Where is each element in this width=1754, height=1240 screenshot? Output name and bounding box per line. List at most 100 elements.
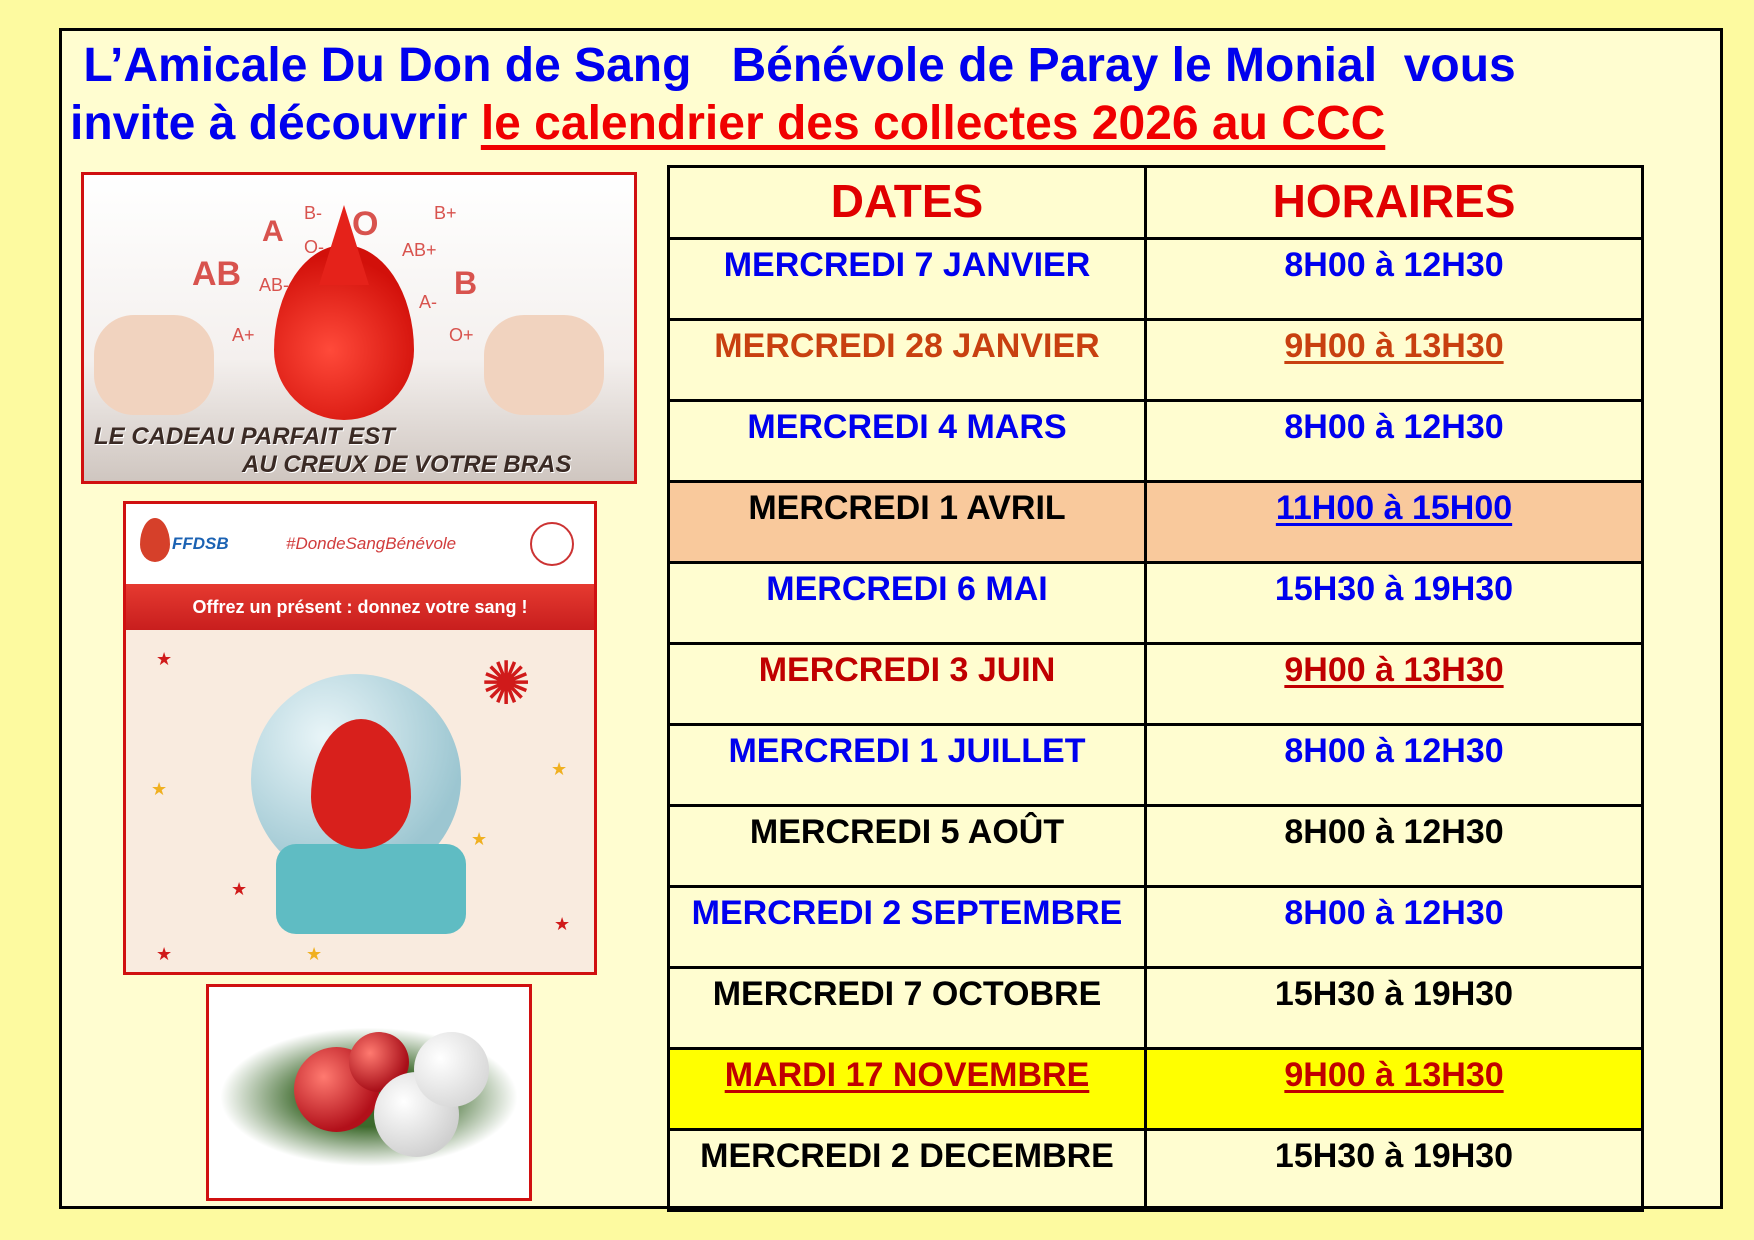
blood-group-label: O xyxy=(352,205,379,243)
collection-hours: 11H00 à 15H00 xyxy=(1275,489,1513,527)
date-cell: MERCREDI 28 JANVIER xyxy=(667,318,1147,402)
time-cell: 9H00 à 13H30 xyxy=(1144,318,1644,402)
blood-group-label: A xyxy=(262,215,284,248)
star-icon: ★ xyxy=(551,759,568,779)
poster-banner: Offrez un présent : donnez votre sang ! xyxy=(126,584,594,630)
table-row: MERCREDI 5 AOÛT 8H00 à 12H30 xyxy=(667,804,1644,888)
blood-group-label: A+ xyxy=(232,325,255,345)
collection-date: MERCREDI 1 AVRIL xyxy=(748,489,1066,527)
header-dates: DATES xyxy=(667,165,1147,240)
star-icon: ★ xyxy=(231,879,248,899)
table-row: MERCREDI 6 MAI 15H30 à 19H30 xyxy=(667,561,1644,645)
collection-hours: 15H30 à 19H30 xyxy=(1274,1137,1514,1175)
collection-date: MARDI 17 NOVEMBRE xyxy=(724,1056,1090,1094)
date-cell: MARDI 17 NOVEMBRE xyxy=(667,1047,1147,1131)
table-row: MERCREDI 28 JANVIER 9H00 à 13H30 xyxy=(667,318,1644,402)
time-cell: 8H00 à 12H30 xyxy=(1144,237,1644,321)
collection-date: MERCREDI 28 JANVIER xyxy=(714,327,1100,365)
collection-date: MERCREDI 3 JUIN xyxy=(758,651,1056,689)
ffdsb-poster-image: FFDSB #DondeSangBénévole Offrez un prése… xyxy=(123,501,597,975)
collection-hours: 9H00 à 13H30 xyxy=(1284,1056,1504,1094)
time-cell: 8H00 à 12H30 xyxy=(1144,804,1644,888)
blood-group-label: B xyxy=(454,265,478,301)
star-icon: ★ xyxy=(156,944,173,964)
table-row: MERCREDI 1 AVRIL 11H00 à 15H00 xyxy=(667,480,1644,564)
date-cell: MERCREDI 1 AVRIL xyxy=(667,480,1147,564)
collection-date: MERCREDI 2 DECEMBRE xyxy=(700,1137,1114,1175)
date-cell: MERCREDI 5 AOÛT xyxy=(667,804,1147,888)
date-cell: MERCREDI 6 MAI xyxy=(667,561,1147,645)
time-cell: 9H00 à 13H30 xyxy=(1144,642,1644,726)
christmas-ornaments-image xyxy=(206,984,532,1201)
table-row: MERCREDI 2 DECEMBRE 15H30 à 19H30 xyxy=(667,1128,1644,1212)
collection-date: MERCREDI 7 JANVIER xyxy=(723,246,1091,284)
title-line1: L’Amicale Du Don de Sang Bénévole de Par… xyxy=(70,39,1516,92)
blood-drop-image: A O AB B B- B+ O- AB+ AB- A- A+ O+ LE CA… xyxy=(81,172,637,484)
collection-date: MERCREDI 5 AOÛT xyxy=(749,813,1065,851)
white-ornament-icon xyxy=(414,1032,489,1107)
date-cell: MERCREDI 3 JUIN xyxy=(667,642,1147,726)
image-caption-line1: LE CADEAU PARFAIT EST xyxy=(94,423,395,450)
collection-hours: 9H00 à 13H30 xyxy=(1284,327,1504,365)
blood-group-label: A- xyxy=(419,292,437,312)
blood-group-label: B- xyxy=(304,203,322,223)
ffdsb-drop-logo-icon xyxy=(140,518,170,562)
table-row: MERCREDI 3 JUIN 9H00 à 13H30 xyxy=(667,642,1644,726)
time-cell: 8H00 à 12H30 xyxy=(1144,723,1644,807)
collection-date: MERCREDI 2 SEPTEMBRE xyxy=(691,894,1123,932)
poster-title: L’Amicale Du Don de Sang Bénévole de Par… xyxy=(70,37,1720,153)
collection-hours: 8H00 à 12H30 xyxy=(1284,246,1504,284)
date-cell: MERCREDI 7 OCTOBRE xyxy=(667,966,1147,1050)
image-caption-line2: AU CREUX DE VOTRE BRAS xyxy=(242,451,572,478)
date-cell: MERCREDI 2 SEPTEMBRE xyxy=(667,885,1147,969)
time-cell: 15H30 à 19H30 xyxy=(1144,561,1644,645)
poster-header: FFDSB #DondeSangBénévole xyxy=(126,504,594,584)
collection-hours: 15H30 à 19H30 xyxy=(1274,570,1514,608)
blood-group-label: O- xyxy=(304,237,324,257)
table-row: MARDI 17 NOVEMBRE 9H00 à 13H30 xyxy=(667,1047,1644,1131)
date-cell: MERCREDI 7 JANVIER xyxy=(667,237,1147,321)
collection-hours: 8H00 à 12H30 xyxy=(1284,408,1504,446)
poster-frame: L’Amicale Du Don de Sang Bénévole de Par… xyxy=(59,28,1723,1212)
time-cell: 15H30 à 19H30 xyxy=(1144,1128,1644,1212)
blood-drop-icon xyxy=(274,245,414,420)
collection-date: MERCREDI 6 MAI xyxy=(766,570,1048,608)
collection-calendar-table: DATES HORAIRES MERCREDI 7 JANVIER 8H00 à … xyxy=(667,165,1644,1212)
blood-drop-mascot-icon xyxy=(311,719,411,849)
table-row: MERCREDI 7 JANVIER 8H00 à 12H30 xyxy=(667,237,1644,321)
ffdsb-logo: FFDSB xyxy=(172,534,229,553)
star-icon: ★ xyxy=(306,944,323,964)
collection-hours: 9H00 à 13H30 xyxy=(1284,651,1504,689)
left-hand-illustration xyxy=(94,315,214,415)
table-row: MERCREDI 4 MARS 8H00 à 12H30 xyxy=(667,399,1644,483)
star-icon: ★ xyxy=(156,649,173,669)
collection-hours: 8H00 à 12H30 xyxy=(1284,894,1504,932)
date-cell: MERCREDI 1 JUILLET xyxy=(667,723,1147,807)
title-line2-highlight: le calendrier des collectes 2026 au CCC xyxy=(480,97,1386,150)
collection-date: MERCREDI 1 JUILLET xyxy=(728,732,1086,770)
collection-date: MERCREDI 7 OCTOBRE xyxy=(712,975,1102,1013)
star-icon: ★ xyxy=(151,779,168,799)
star-icon: ★ xyxy=(471,829,488,849)
right-hand-illustration xyxy=(484,315,604,415)
date-cell: MERCREDI 4 MARS xyxy=(667,399,1147,483)
time-cell: 15H30 à 19H30 xyxy=(1144,966,1644,1050)
snow-globe-base xyxy=(276,844,466,934)
firework-icon: ✺ xyxy=(481,650,532,717)
table-row: MERCREDI 2 SEPTEMBRE 8H00 à 12H30 xyxy=(667,885,1644,969)
blood-group-label: AB- xyxy=(259,275,290,295)
collection-hours: 8H00 à 12H30 xyxy=(1284,732,1504,770)
table-row: MERCREDI 1 JUILLET 8H00 à 12H30 xyxy=(667,723,1644,807)
blood-group-label: O+ xyxy=(449,325,474,345)
blood-group-label: B+ xyxy=(434,203,457,223)
hashtag: #DondeSangBénévole xyxy=(286,534,457,553)
collection-hours: 15H30 à 19H30 xyxy=(1274,975,1514,1013)
blood-group-label: AB xyxy=(192,255,242,293)
collection-hours: 8H00 à 12H30 xyxy=(1284,813,1504,851)
table-header-row: DATES HORAIRES xyxy=(667,165,1644,240)
title-line2-intro: invite à découvrir xyxy=(70,97,481,150)
time-cell: 8H00 à 12H30 xyxy=(1144,399,1644,483)
star-icon: ★ xyxy=(554,914,571,934)
time-cell: 11H00 à 15H00 xyxy=(1144,480,1644,564)
table-row: MERCREDI 7 OCTOBRE 15H30 à 19H30 xyxy=(667,966,1644,1050)
